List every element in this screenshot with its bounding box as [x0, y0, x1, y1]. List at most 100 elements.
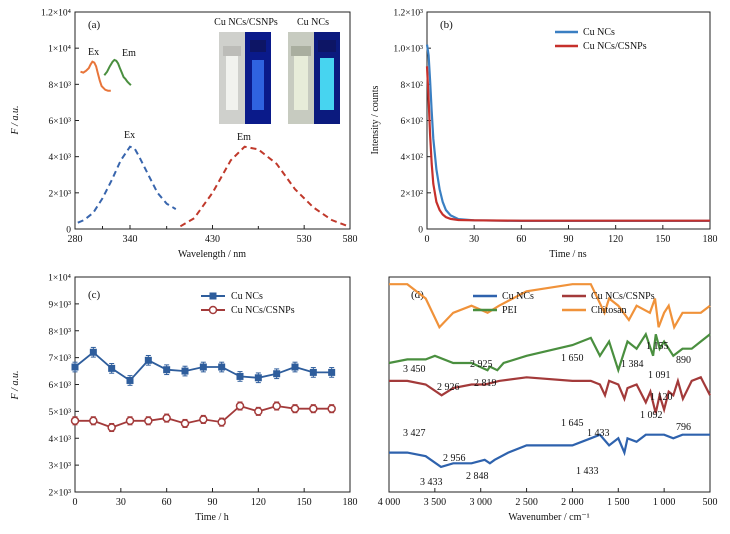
panel-b-y-ticks: 0 2×10² 4×10² 6×10² 8×10² 1.0×10³ 1.2×10³ — [393, 9, 431, 236]
data-point — [328, 368, 336, 376]
series-line-a-0 — [80, 60, 111, 92]
y-tick-label: 4×10² — [401, 153, 424, 163]
series-line-d-1 — [388, 331, 711, 374]
x-tick-label: 150 — [297, 497, 312, 508]
annot-1433-a: 1 433 — [587, 428, 610, 439]
panel-a-y-ticks: 0 2×10³ 4×10³ 6×10³ 8×10³ 1×10⁴ 1.2×10⁴ — [41, 9, 79, 236]
x-tick-label: 90 — [564, 234, 574, 245]
data-point — [273, 370, 281, 378]
y-tick-label: 0 — [66, 226, 71, 236]
data-point — [144, 416, 153, 426]
panel-a-x-ticks: 280 340 430 530 580 — [68, 225, 358, 245]
data-point — [89, 348, 97, 356]
annot-2956: 2 956 — [443, 453, 466, 464]
data-point — [70, 416, 80, 426]
panel-c: (c) 0 30 60 90 120 150 180 2×10³ 3×10³ 4×10³ 5×10… — [10, 274, 358, 524]
data-point — [126, 376, 134, 384]
data-point — [235, 401, 245, 411]
data-point — [218, 363, 226, 371]
annot-1120: 1 120 — [650, 392, 673, 403]
annot-890: 890 — [676, 355, 691, 366]
data-point — [309, 368, 317, 376]
data-point — [144, 356, 152, 364]
annot-2925: 2 925 — [470, 359, 493, 370]
y-tick-label: 6×10² — [401, 117, 424, 127]
data-point — [290, 404, 300, 413]
panel-d-series — [388, 283, 711, 469]
inset-label-cu-ncs-csnps: Cu NCs/CSNPs — [214, 17, 278, 28]
series-line-b-1 — [425, 66, 710, 222]
panel-c-xlabel: Time / h — [195, 512, 229, 523]
x-tick-label: 430 — [205, 234, 220, 245]
panel-c-legend: Cu NCs Cu NCs/CSNPs — [201, 291, 295, 316]
data-point — [125, 416, 135, 426]
panel-b-x-ticks: 0 30 60 90 120 150 180 — [425, 225, 718, 245]
x-tick-label: 1 500 — [607, 497, 630, 508]
x-tick-label: 1 000 — [653, 497, 676, 508]
data-point — [163, 366, 171, 374]
legend-label-chitosan: Chitosan — [591, 305, 627, 316]
data-point — [254, 374, 262, 382]
panel-a-annot-ex-blue: Ex — [124, 130, 135, 141]
y-tick-label: 1×10⁴ — [48, 274, 72, 284]
legend-label-cu-ncs-d: Cu NCs — [502, 291, 534, 302]
y-tick-label: 1×10⁴ — [48, 45, 72, 55]
y-tick-label: 8×10³ — [49, 327, 72, 337]
y-tick-label: 4×10³ — [49, 153, 72, 163]
y-tick-label: 1.0×10³ — [393, 45, 423, 55]
annot-2926: 2 926 — [437, 382, 460, 393]
x-tick-label: 30 — [116, 497, 126, 508]
annot-2848: 2 848 — [466, 471, 489, 482]
x-tick-label: 60 — [516, 234, 526, 245]
panel-a-ylabel: F / a.u. — [10, 106, 21, 136]
inset-photo-cu-ncs-csnps — [219, 32, 271, 124]
data-point — [180, 419, 190, 428]
x-tick-label: 30 — [469, 234, 479, 245]
y-tick-label: 4×10³ — [49, 435, 72, 445]
series-line-b-0 — [425, 44, 710, 222]
data-point — [89, 416, 98, 426]
x-tick-label: 0 — [73, 497, 78, 508]
y-tick-label: 8×10² — [401, 81, 424, 91]
legend-label-cu-ncs-csnps-c: Cu NCs/CSNPs — [231, 305, 295, 316]
data-point — [291, 363, 299, 371]
data-point — [71, 363, 79, 371]
panel-d-label: (d) — [411, 289, 424, 301]
y-tick-label: 7×10³ — [49, 354, 72, 364]
annot-2819: 2 819 — [474, 378, 497, 389]
x-tick-label: 500 — [703, 497, 718, 508]
x-tick-label: 340 — [123, 234, 138, 245]
data-point — [108, 364, 116, 372]
panel-d-x-ticks: 4 000 3 500 3 000 2 500 2 000 1 500 1 000 500 — [378, 488, 718, 508]
series-line-d-3 — [389, 433, 710, 469]
y-tick-label: 6×10³ — [49, 117, 72, 127]
y-tick-label: 1.2×10³ — [393, 9, 423, 19]
x-tick-label: 530 — [297, 234, 312, 245]
panel-b-xlabel: Time / ns — [549, 249, 587, 260]
annot-3427: 3 427 — [403, 428, 426, 439]
x-tick-label: 180 — [343, 497, 358, 508]
panel-c-series — [70, 346, 336, 433]
x-tick-label: 2 000 — [561, 497, 584, 508]
panel-b-label: (b) — [440, 19, 453, 31]
panel-a-annot-em-green: Em — [122, 48, 136, 59]
x-tick-label: 280 — [68, 234, 83, 245]
data-point — [199, 363, 207, 371]
data-point — [162, 413, 171, 423]
annot-3450: 3 450 — [403, 364, 426, 375]
data-point — [217, 417, 226, 427]
data-point — [181, 367, 189, 375]
legend-label-pei: PEI — [502, 305, 517, 316]
x-tick-label: 120 — [608, 234, 623, 245]
panel-b-series — [425, 44, 710, 222]
panel-b-ylabel: Intensity / counts — [370, 85, 381, 154]
annot-1384: 1 384 — [621, 359, 644, 370]
y-tick-label: 0 — [418, 226, 423, 236]
y-tick-label: 8×10³ — [49, 81, 72, 91]
panel-a-annot-ex-orange: Ex — [88, 47, 99, 58]
x-tick-label: 580 — [343, 234, 358, 245]
y-tick-label: 6×10³ — [49, 381, 72, 391]
annot-1645: 1 645 — [561, 418, 584, 429]
panel-a-annot-em-red: Em — [237, 132, 251, 143]
